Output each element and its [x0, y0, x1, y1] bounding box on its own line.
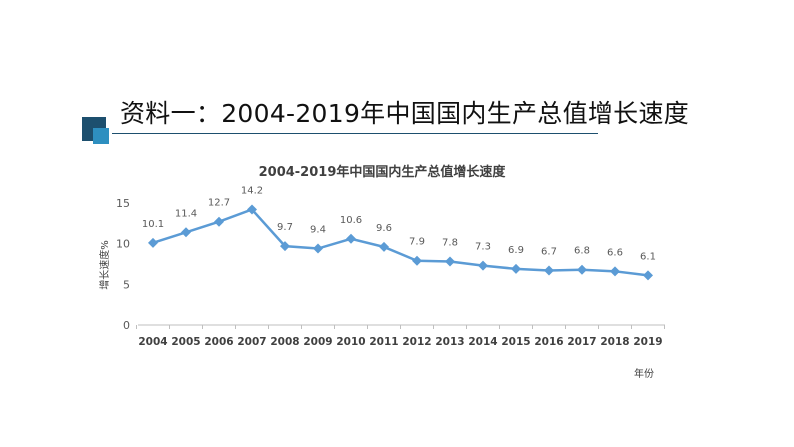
data-label: 10.6 — [340, 215, 362, 226]
data-label: 11.4 — [175, 208, 197, 219]
data-point-marker — [247, 204, 257, 215]
y-axis-label: 增长速度% — [98, 240, 111, 290]
x-tick-label: 2008 — [270, 336, 299, 348]
x-tick-label: 2006 — [204, 336, 233, 348]
data-point-marker — [214, 216, 224, 227]
data-point-marker — [511, 263, 521, 274]
x-tick-label: 2005 — [171, 336, 200, 348]
x-tick-label: 2007 — [237, 336, 266, 348]
data-point-marker — [445, 256, 455, 267]
data-label: 6.6 — [607, 247, 623, 258]
data-label: 6.7 — [541, 247, 557, 258]
data-point-marker — [379, 241, 389, 252]
decorative-square-light — [93, 128, 109, 144]
data-point-marker — [544, 265, 554, 276]
x-tick-label: 2014 — [468, 336, 497, 348]
data-label: 7.8 — [442, 238, 458, 249]
data-label: 7.3 — [475, 242, 491, 253]
data-label: 9.4 — [310, 225, 326, 236]
title-underline — [112, 133, 598, 134]
data-point-marker — [181, 227, 191, 238]
x-tick-label: 2015 — [501, 336, 530, 348]
data-point-marker — [478, 260, 488, 271]
x-tick-label: 2010 — [336, 336, 365, 348]
slide-title: 资料一：2004-2019年中国国内生产总值增长速度 — [120, 99, 690, 128]
y-axis-ticks: 0 5 10 15 — [116, 197, 130, 332]
data-point-marker — [346, 233, 356, 244]
x-tick-label: 2019 — [633, 336, 662, 348]
data-label: 6.8 — [574, 246, 590, 257]
x-tick-label: 2017 — [567, 336, 596, 348]
x-tick-label: 2018 — [600, 336, 629, 348]
data-label: 12.7 — [208, 198, 230, 209]
data-point-marker — [643, 270, 653, 281]
data-label: 9.7 — [277, 222, 293, 233]
y-tick-label: 0 — [123, 319, 130, 332]
data-labels: 10.1 11.4 12.7 14.2 9.7 9.4 10.6 9.6 7.9 7.8 7.3 6.… — [142, 186, 656, 263]
chart-title: 2004-2019年中国国内生产总值增长速度 — [259, 164, 507, 180]
data-point-marker — [610, 266, 620, 277]
data-label: 6.1 — [640, 251, 656, 262]
y-tick-label: 10 — [116, 238, 130, 251]
x-tick-label: 2011 — [369, 336, 398, 348]
data-label: 14.2 — [241, 186, 263, 197]
x-tick-label: 2012 — [402, 336, 431, 348]
data-point-marker — [148, 237, 158, 248]
series-line — [152, 208, 649, 277]
data-point-marker — [280, 241, 290, 252]
x-tick-label: 2009 — [303, 336, 332, 348]
x-tick-label: 2016 — [534, 336, 563, 348]
data-point-marker — [577, 264, 587, 275]
y-tick-label: 5 — [123, 278, 130, 291]
x-tick-label: 2004 — [138, 336, 167, 348]
data-label: 9.6 — [376, 223, 392, 234]
x-axis-ticks: 2004 2005 2006 2007 2008 2009 2010 2011 2012 2013… — [136, 325, 665, 348]
x-axis-label: 年份 — [634, 367, 654, 380]
series-markers — [148, 204, 653, 281]
data-point-marker — [412, 255, 422, 266]
x-tick-label: 2013 — [435, 336, 464, 348]
data-label: 7.9 — [409, 237, 425, 248]
data-point-marker — [313, 243, 323, 254]
data-label: 6.9 — [508, 245, 524, 256]
data-label: 10.1 — [142, 219, 164, 230]
y-tick-label: 15 — [116, 197, 130, 210]
